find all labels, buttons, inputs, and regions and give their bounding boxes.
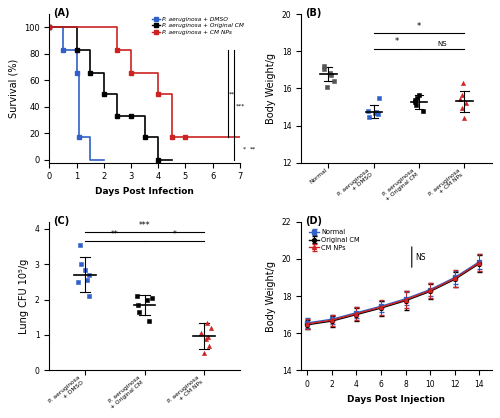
Point <box>459 79 467 86</box>
Legend: Normal, Original CM, CM NPs: Normal, Original CM, CM NPs <box>306 227 362 253</box>
Text: (A): (A) <box>53 8 70 18</box>
Text: **: ** <box>229 91 235 96</box>
Y-axis label: Survival (%): Survival (%) <box>8 59 18 118</box>
Point <box>76 242 84 248</box>
Point <box>197 330 205 336</box>
Point <box>462 100 470 107</box>
Point <box>458 104 466 111</box>
X-axis label: Days Post Injection: Days Post Injection <box>348 395 446 403</box>
Point <box>144 296 152 303</box>
Text: ***: *** <box>139 221 150 230</box>
Point <box>413 94 421 101</box>
Text: *: * <box>417 22 421 31</box>
Point <box>374 111 382 118</box>
Text: ***: *** <box>236 103 246 108</box>
Point <box>416 92 424 98</box>
Point <box>376 94 384 101</box>
Point <box>364 107 372 114</box>
Point <box>412 97 420 104</box>
Point <box>320 66 328 72</box>
Point <box>133 293 141 299</box>
Point <box>86 293 94 299</box>
Point <box>458 92 466 98</box>
Text: (D): (D) <box>305 216 322 226</box>
Text: *: * <box>394 37 398 46</box>
Y-axis label: Body Weight/g: Body Weight/g <box>266 260 276 331</box>
Text: **: ** <box>250 147 256 152</box>
Point <box>456 95 464 102</box>
Point <box>202 336 210 342</box>
Point <box>372 108 380 115</box>
Point <box>320 63 328 69</box>
Legend: P. aeruginosa + DMSO, P. aeruginosa + Original CM, P. aeruginosa + CM NPs: P. aeruginosa + DMSO, P. aeruginosa + Or… <box>150 14 246 37</box>
Point <box>412 102 420 108</box>
Point <box>200 350 208 357</box>
Y-axis label: Lung CFU 10⁵/g: Lung CFU 10⁵/g <box>19 258 29 334</box>
Point <box>204 319 212 326</box>
Point <box>364 114 372 120</box>
X-axis label: Days Post Infection: Days Post Infection <box>95 187 194 196</box>
Point <box>371 109 379 116</box>
Point <box>134 301 142 308</box>
Point <box>460 115 468 122</box>
Point <box>74 278 82 285</box>
Point <box>136 308 143 315</box>
Text: *: * <box>172 230 176 240</box>
Point <box>327 72 335 79</box>
Y-axis label: Body Weight/g: Body Weight/g <box>266 53 276 124</box>
Text: *: * <box>243 147 246 152</box>
Point <box>323 83 331 90</box>
Point <box>204 333 212 340</box>
Point <box>144 317 152 324</box>
Text: (B): (B) <box>305 8 322 18</box>
Text: NS: NS <box>416 252 426 262</box>
Point <box>205 342 213 349</box>
Point <box>77 261 85 268</box>
Point <box>85 271 93 278</box>
Text: **: ** <box>111 230 118 240</box>
Point <box>419 107 427 114</box>
Point <box>206 324 214 331</box>
Point <box>81 266 89 273</box>
Point <box>412 99 420 106</box>
Point <box>326 69 334 76</box>
Point <box>83 277 91 283</box>
Text: NS: NS <box>437 41 446 47</box>
Text: (C): (C) <box>53 216 70 226</box>
Point <box>330 78 338 84</box>
Point <box>148 294 156 301</box>
